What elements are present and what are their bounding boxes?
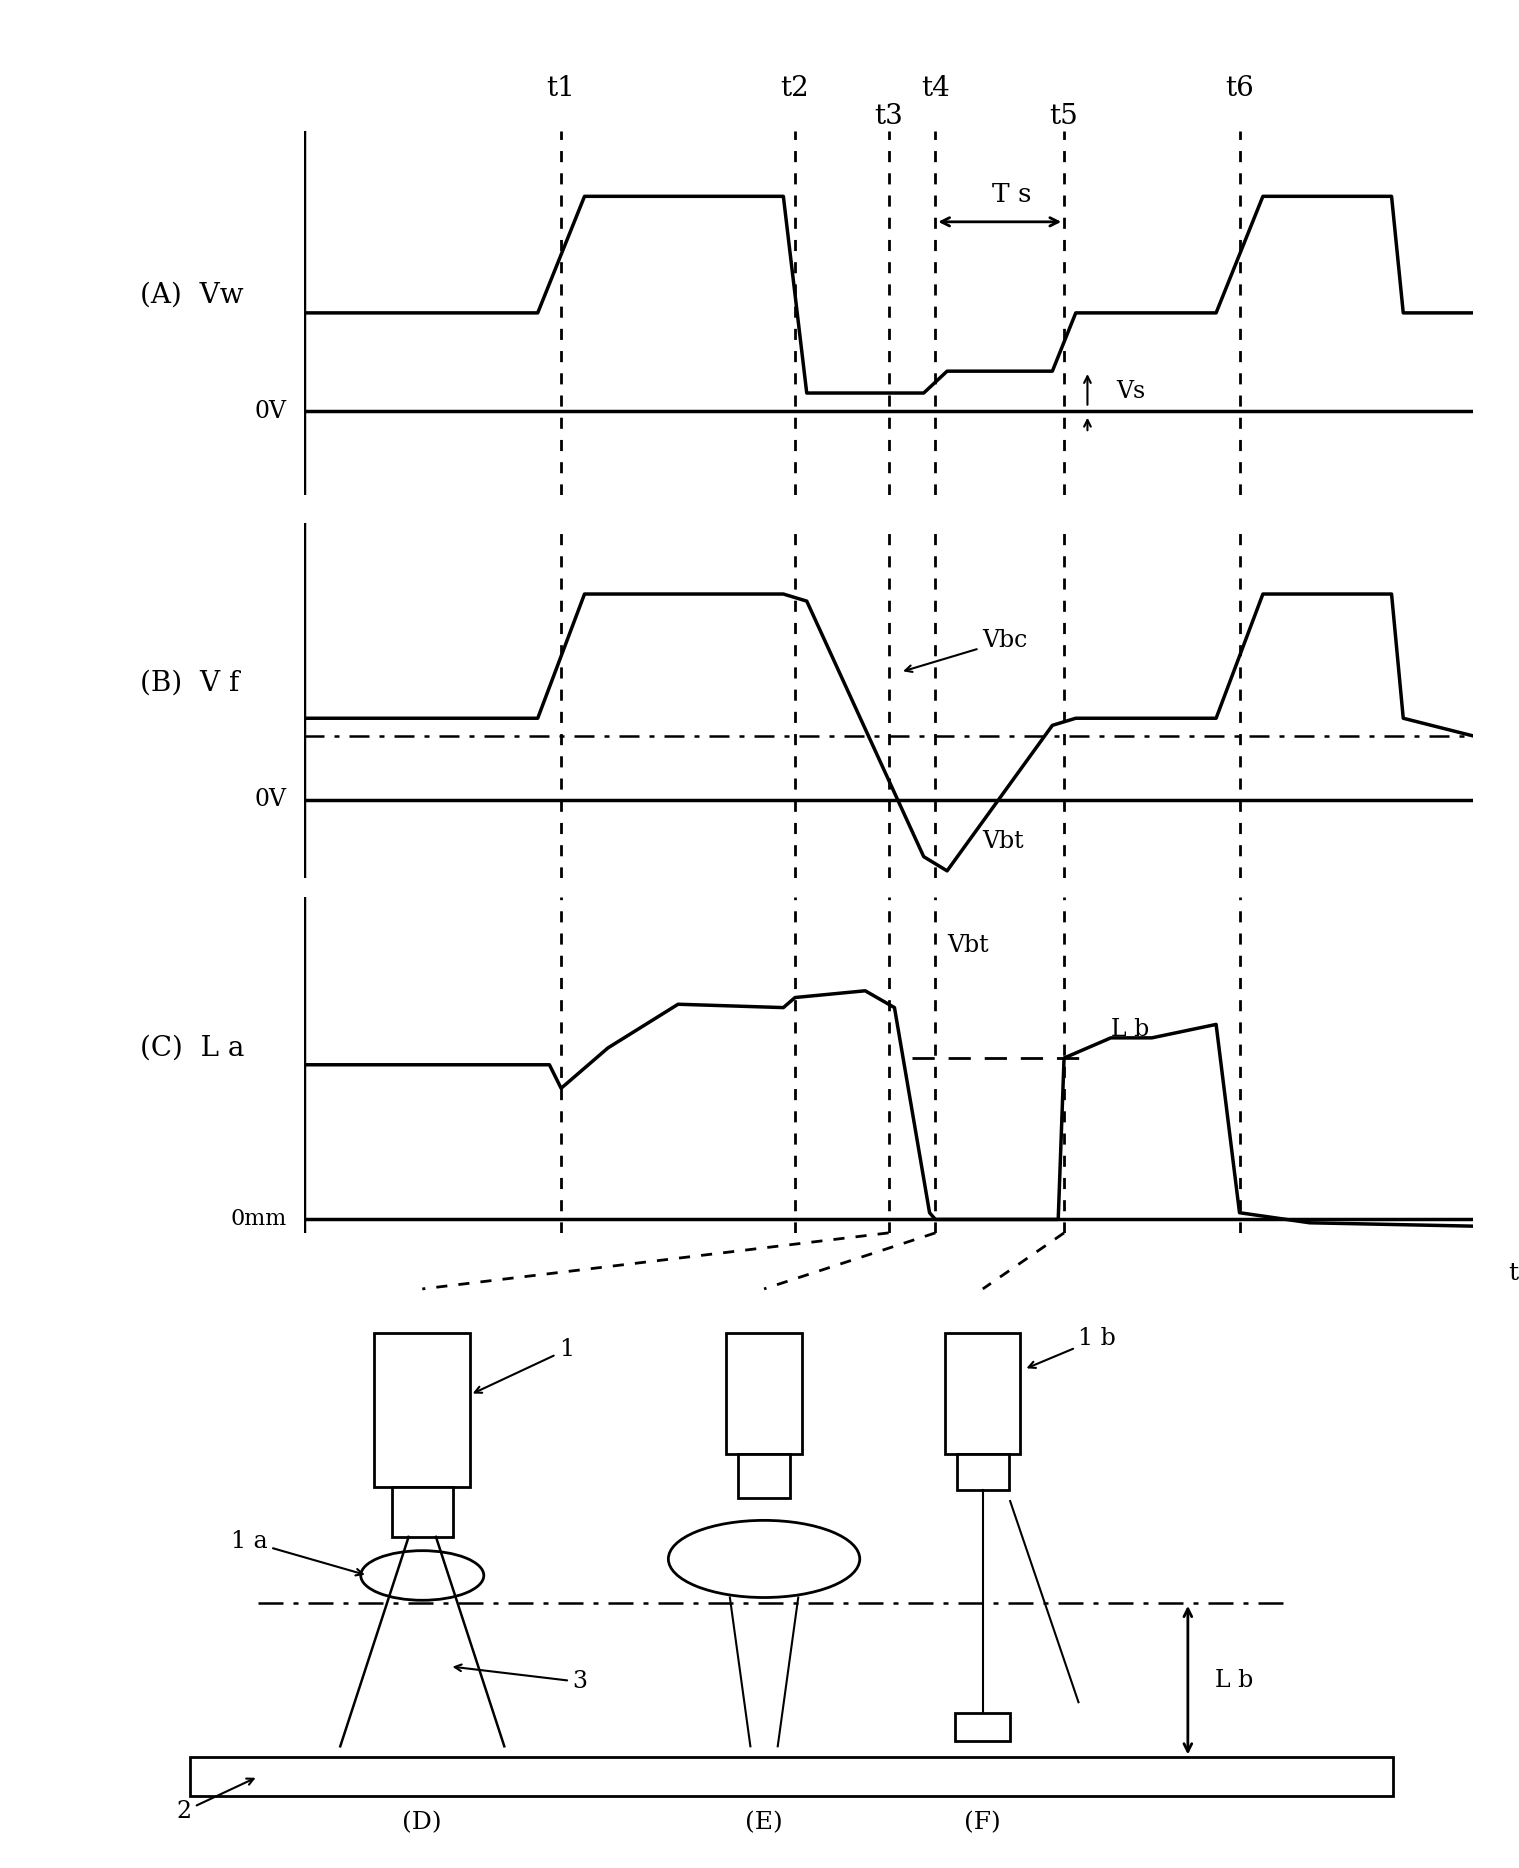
Text: 3: 3 — [454, 1664, 588, 1694]
Bar — [945, 1334, 1021, 1453]
Text: t: t — [1508, 1261, 1519, 1285]
Text: 1: 1 — [475, 1337, 574, 1394]
Text: t3: t3 — [875, 103, 902, 129]
Text: L b: L b — [1110, 1018, 1148, 1040]
Text: Vs: Vs — [1116, 379, 1145, 403]
Bar — [726, 1334, 802, 1453]
Bar — [374, 1334, 471, 1487]
Circle shape — [362, 1550, 483, 1601]
Bar — [955, 1713, 1010, 1741]
Text: 0V: 0V — [254, 788, 286, 811]
Text: t5: t5 — [1050, 103, 1078, 129]
Bar — [957, 1453, 1009, 1491]
Text: 2: 2 — [176, 1778, 254, 1823]
Text: 1 a: 1 a — [231, 1530, 363, 1575]
Text: (A)  Vw: (A) Vw — [140, 282, 243, 308]
Text: (F): (F) — [965, 1812, 1001, 1834]
Bar — [738, 1453, 790, 1498]
Text: Vbt: Vbt — [948, 934, 989, 956]
Text: t1: t1 — [547, 75, 576, 101]
Text: t6: t6 — [1226, 75, 1253, 101]
Circle shape — [668, 1521, 860, 1597]
Text: (C)  L a: (C) L a — [140, 1035, 245, 1061]
Text: 1 b: 1 b — [1028, 1326, 1116, 1367]
Text: t4: t4 — [921, 75, 949, 101]
Text: (B)  V f: (B) V f — [140, 669, 240, 697]
Bar — [392, 1487, 453, 1537]
FancyBboxPatch shape — [190, 1758, 1393, 1795]
Text: (D): (D) — [403, 1812, 442, 1834]
Text: T s: T s — [992, 183, 1031, 207]
Text: t2: t2 — [781, 75, 810, 101]
Text: Vbc: Vbc — [905, 630, 1027, 672]
Text: L b: L b — [1215, 1668, 1253, 1692]
Text: Vbt: Vbt — [983, 829, 1024, 854]
Text: 0V: 0V — [254, 400, 286, 422]
Text: (E): (E) — [746, 1812, 782, 1834]
Text: 0mm: 0mm — [229, 1209, 286, 1231]
